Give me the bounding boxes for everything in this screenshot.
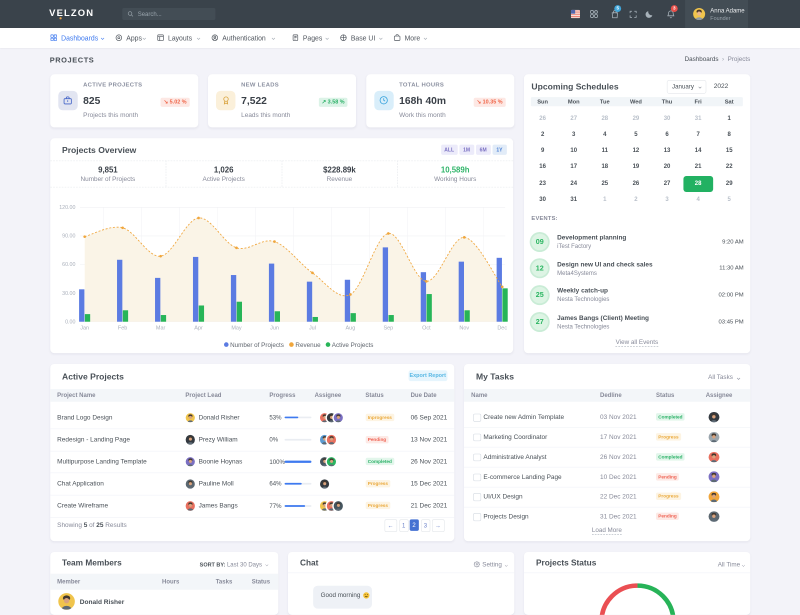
svg-text:May: May — [231, 325, 242, 331]
svg-text:Oct: Oct — [422, 325, 431, 331]
svg-text:90.00: 90.00 — [62, 233, 75, 239]
svg-text:Apr: Apr — [194, 325, 203, 331]
svg-text:Nov: Nov — [459, 325, 469, 331]
svg-text:Mar: Mar — [156, 325, 166, 331]
svg-text:30.00: 30.00 — [62, 291, 75, 297]
svg-text:0.00: 0.00 — [65, 319, 75, 325]
svg-text:Dec: Dec — [497, 325, 507, 331]
svg-text:Feb: Feb — [118, 325, 127, 331]
svg-text:Aug: Aug — [345, 325, 355, 331]
svg-text:Jun: Jun — [270, 325, 279, 331]
svg-text:120.00: 120.00 — [59, 205, 75, 211]
svg-text:Sep: Sep — [383, 325, 393, 331]
svg-text:Jul: Jul — [309, 325, 316, 331]
svg-text:Jan: Jan — [80, 325, 89, 331]
svg-text:60.00: 60.00 — [62, 262, 75, 268]
